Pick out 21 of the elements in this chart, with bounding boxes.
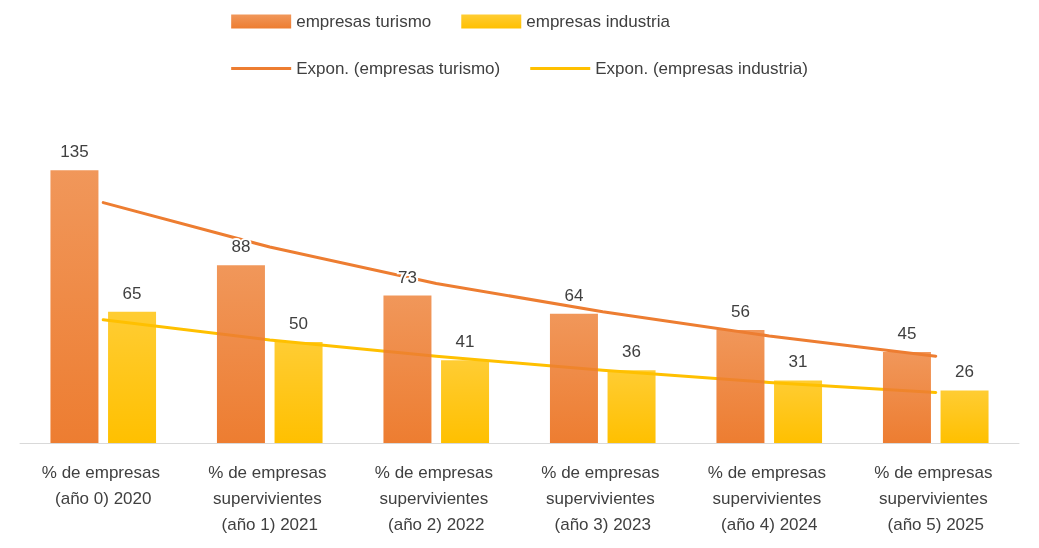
data-label: 65 (122, 283, 142, 303)
legend-label: Expon. (empresas turismo) (296, 59, 501, 78)
data-label: 50 (289, 314, 309, 333)
x-tick-label: % de empresas supervivientes (año 5) 2025 (874, 462, 998, 534)
data-label: 41 (455, 332, 475, 352)
data-label: 64 (564, 285, 584, 305)
x-tick-label: % de empresas supervivientes (año 2) 2022 (374, 462, 498, 534)
legend-label: empresas turismo (296, 12, 432, 31)
data-label: 56 (730, 301, 750, 321)
data-label: 31 (788, 352, 808, 372)
data-label: 45 (897, 324, 917, 344)
x-tick-label: % de empresas supervivientes (año 4) 2024 (707, 462, 831, 534)
data-label: 36 (622, 342, 642, 362)
data-label: 88 (231, 237, 251, 257)
data-label: 135 (60, 142, 89, 162)
x-tick-label: % de empresas supervivientes (año 3) 2023 (541, 462, 665, 534)
legend-label: Expon. (empresas industria) (595, 59, 808, 78)
data-label: 26 (955, 362, 975, 382)
x-tick-label: % de empresas (año 0) 2020 (41, 462, 165, 508)
x-tick-label: % de empresas supervivientes (año 1) 2021 (208, 462, 332, 534)
legend-label: empresas industria (526, 12, 671, 31)
